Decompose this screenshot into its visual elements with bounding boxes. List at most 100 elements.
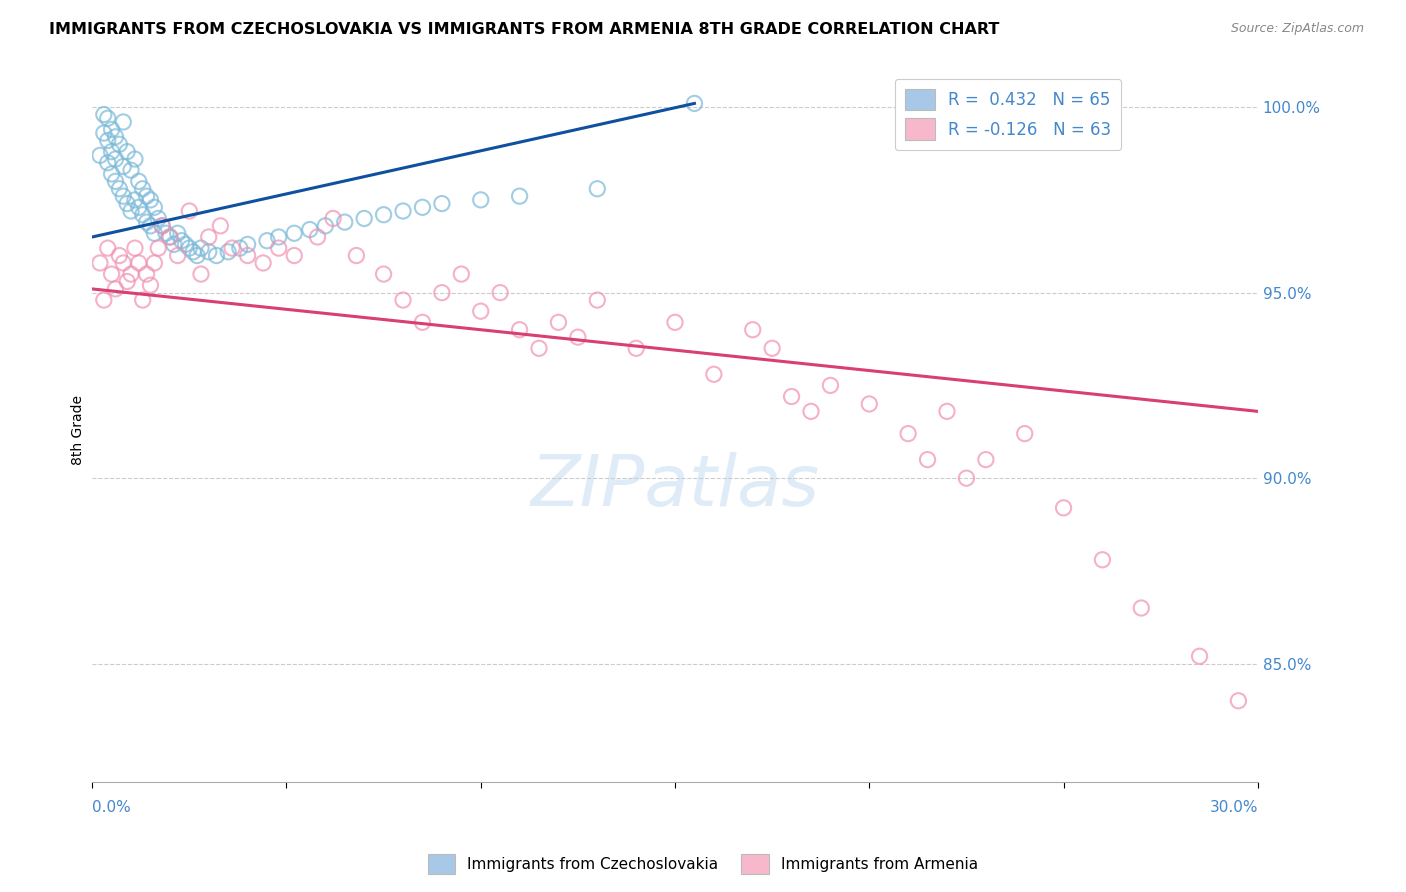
Point — [683, 96, 706, 111]
Point — [283, 227, 305, 241]
Point — [143, 256, 166, 270]
Point — [741, 323, 763, 337]
Point — [392, 204, 415, 219]
Point — [100, 122, 122, 136]
Point — [120, 163, 142, 178]
Legend: R =  0.432   N = 65, R = -0.126   N = 63: R = 0.432 N = 65, R = -0.126 N = 63 — [894, 78, 1121, 150]
Point — [353, 211, 375, 226]
Point — [159, 230, 181, 244]
Point — [179, 204, 201, 219]
Point — [322, 211, 344, 226]
Point — [664, 315, 686, 329]
Point — [89, 256, 111, 270]
Point — [100, 267, 122, 281]
Point — [112, 189, 135, 203]
Point — [252, 256, 274, 270]
Point — [256, 234, 278, 248]
Point — [974, 452, 997, 467]
Point — [1227, 694, 1250, 708]
Point — [314, 219, 336, 233]
Point — [93, 126, 115, 140]
Point — [217, 244, 239, 259]
Point — [128, 174, 150, 188]
Point — [547, 315, 569, 329]
Point — [143, 200, 166, 214]
Point — [120, 267, 142, 281]
Point — [186, 248, 208, 262]
Point — [139, 219, 162, 233]
Point — [97, 134, 120, 148]
Point — [131, 182, 153, 196]
Point — [104, 152, 127, 166]
Point — [800, 404, 823, 418]
Point — [148, 211, 170, 226]
Point — [124, 241, 146, 255]
Point — [1188, 649, 1211, 664]
Point — [489, 285, 512, 300]
Text: Source: ZipAtlas.com: Source: ZipAtlas.com — [1230, 22, 1364, 36]
Point — [411, 200, 433, 214]
Point — [166, 227, 188, 241]
Point — [108, 248, 131, 262]
Point — [93, 107, 115, 121]
Point — [392, 293, 415, 307]
Point — [104, 129, 127, 144]
Point — [567, 330, 589, 344]
Point — [470, 193, 492, 207]
Point — [205, 248, 228, 262]
Point — [97, 241, 120, 255]
Point — [1091, 553, 1114, 567]
Point — [283, 248, 305, 262]
Point — [1130, 601, 1153, 615]
Point — [450, 267, 472, 281]
Point — [112, 256, 135, 270]
Point — [509, 189, 531, 203]
Point — [344, 248, 367, 262]
Point — [229, 241, 252, 255]
Text: ZIPatlas: ZIPatlas — [530, 452, 820, 521]
Point — [430, 285, 453, 300]
Text: 30.0%: 30.0% — [1209, 800, 1258, 815]
Point — [470, 304, 492, 318]
Point — [197, 230, 219, 244]
Point — [108, 182, 131, 196]
Point — [586, 182, 609, 196]
Point — [131, 293, 153, 307]
Point — [115, 145, 138, 159]
Point — [131, 208, 153, 222]
Point — [104, 282, 127, 296]
Point — [897, 426, 920, 441]
Point — [128, 200, 150, 214]
Point — [509, 323, 531, 337]
Point — [430, 196, 453, 211]
Point — [148, 241, 170, 255]
Point — [1014, 426, 1036, 441]
Point — [97, 112, 120, 126]
Point — [104, 174, 127, 188]
Point — [139, 193, 162, 207]
Point — [159, 230, 181, 244]
Point — [150, 219, 173, 233]
Point — [333, 215, 356, 229]
Point — [190, 241, 212, 255]
Point — [155, 227, 177, 241]
Point — [100, 145, 122, 159]
Point — [100, 167, 122, 181]
Point — [124, 152, 146, 166]
Point — [527, 341, 550, 355]
Point — [170, 234, 193, 248]
Point — [936, 404, 959, 418]
Point — [1052, 500, 1074, 515]
Point — [135, 189, 157, 203]
Point — [411, 315, 433, 329]
Point — [139, 278, 162, 293]
Point — [858, 397, 880, 411]
Point — [780, 390, 803, 404]
Point — [174, 237, 197, 252]
Point — [112, 160, 135, 174]
Y-axis label: 8th Grade: 8th Grade — [72, 395, 86, 465]
Point — [703, 368, 725, 382]
Point — [150, 219, 173, 233]
Point — [89, 148, 111, 162]
Point — [373, 267, 395, 281]
